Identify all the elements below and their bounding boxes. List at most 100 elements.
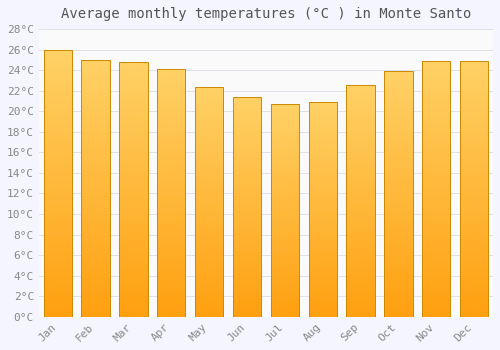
- Bar: [270, 247, 299, 249]
- Bar: [119, 195, 148, 197]
- Bar: [82, 160, 110, 163]
- Bar: [195, 183, 224, 186]
- Bar: [157, 230, 186, 233]
- Bar: [44, 242, 72, 245]
- Bar: [384, 98, 412, 101]
- Bar: [119, 187, 148, 189]
- Bar: [44, 175, 72, 178]
- Bar: [270, 181, 299, 183]
- Bar: [308, 179, 337, 182]
- Bar: [119, 164, 148, 167]
- Bar: [422, 120, 450, 122]
- Bar: [119, 289, 148, 291]
- Bar: [82, 276, 110, 278]
- Bar: [308, 222, 337, 224]
- Bar: [422, 130, 450, 133]
- Bar: [233, 198, 261, 200]
- Bar: [44, 220, 72, 223]
- Bar: [460, 232, 488, 235]
- Bar: [82, 198, 110, 201]
- Bar: [157, 280, 186, 282]
- Bar: [460, 222, 488, 225]
- Bar: [270, 153, 299, 155]
- Bar: [44, 239, 72, 242]
- Bar: [384, 89, 412, 91]
- Bar: [346, 198, 375, 201]
- Bar: [44, 231, 72, 234]
- Bar: [82, 65, 110, 68]
- Bar: [422, 312, 450, 314]
- Bar: [384, 133, 412, 135]
- Bar: [308, 152, 337, 154]
- Bar: [233, 240, 261, 242]
- Bar: [308, 272, 337, 274]
- Bar: [82, 175, 110, 178]
- Bar: [270, 238, 299, 240]
- Bar: [270, 136, 299, 138]
- Bar: [195, 130, 224, 133]
- Bar: [308, 139, 337, 141]
- Bar: [119, 230, 148, 233]
- Bar: [233, 165, 261, 167]
- Bar: [233, 97, 261, 317]
- Bar: [119, 220, 148, 223]
- Bar: [157, 69, 186, 72]
- Bar: [384, 111, 412, 113]
- Bar: [384, 101, 412, 103]
- Bar: [157, 96, 186, 99]
- Bar: [82, 132, 110, 134]
- Bar: [233, 189, 261, 191]
- Bar: [422, 217, 450, 219]
- Bar: [384, 194, 412, 196]
- Bar: [119, 223, 148, 225]
- Bar: [384, 238, 412, 241]
- Bar: [82, 70, 110, 73]
- Bar: [384, 167, 412, 169]
- Bar: [82, 183, 110, 186]
- Bar: [346, 264, 375, 266]
- Bar: [346, 208, 375, 210]
- Bar: [119, 110, 148, 113]
- Bar: [195, 248, 224, 250]
- Bar: [233, 262, 261, 264]
- Bar: [308, 270, 337, 272]
- Bar: [119, 291, 148, 294]
- Bar: [195, 160, 224, 162]
- Bar: [308, 241, 337, 244]
- Bar: [82, 271, 110, 273]
- Bar: [157, 114, 186, 116]
- Bar: [270, 149, 299, 151]
- Bar: [422, 107, 450, 110]
- Bar: [460, 115, 488, 117]
- Bar: [233, 191, 261, 194]
- Bar: [460, 296, 488, 299]
- Bar: [157, 307, 186, 309]
- Bar: [195, 301, 224, 303]
- Bar: [308, 252, 337, 254]
- Bar: [422, 199, 450, 202]
- Bar: [308, 295, 337, 298]
- Bar: [195, 294, 224, 296]
- Bar: [422, 181, 450, 184]
- Bar: [384, 282, 412, 285]
- Bar: [270, 240, 299, 242]
- Bar: [157, 91, 186, 94]
- Bar: [119, 235, 148, 238]
- Bar: [422, 260, 450, 263]
- Bar: [157, 260, 186, 262]
- Bar: [422, 299, 450, 301]
- Bar: [195, 250, 224, 252]
- Bar: [119, 205, 148, 207]
- Bar: [270, 228, 299, 230]
- Bar: [119, 225, 148, 228]
- Bar: [44, 143, 72, 146]
- Bar: [195, 259, 224, 261]
- Bar: [119, 177, 148, 179]
- Bar: [346, 182, 375, 184]
- Bar: [157, 84, 186, 86]
- Bar: [308, 205, 337, 207]
- Bar: [233, 301, 261, 303]
- Bar: [422, 140, 450, 143]
- Bar: [82, 278, 110, 281]
- Bar: [422, 176, 450, 178]
